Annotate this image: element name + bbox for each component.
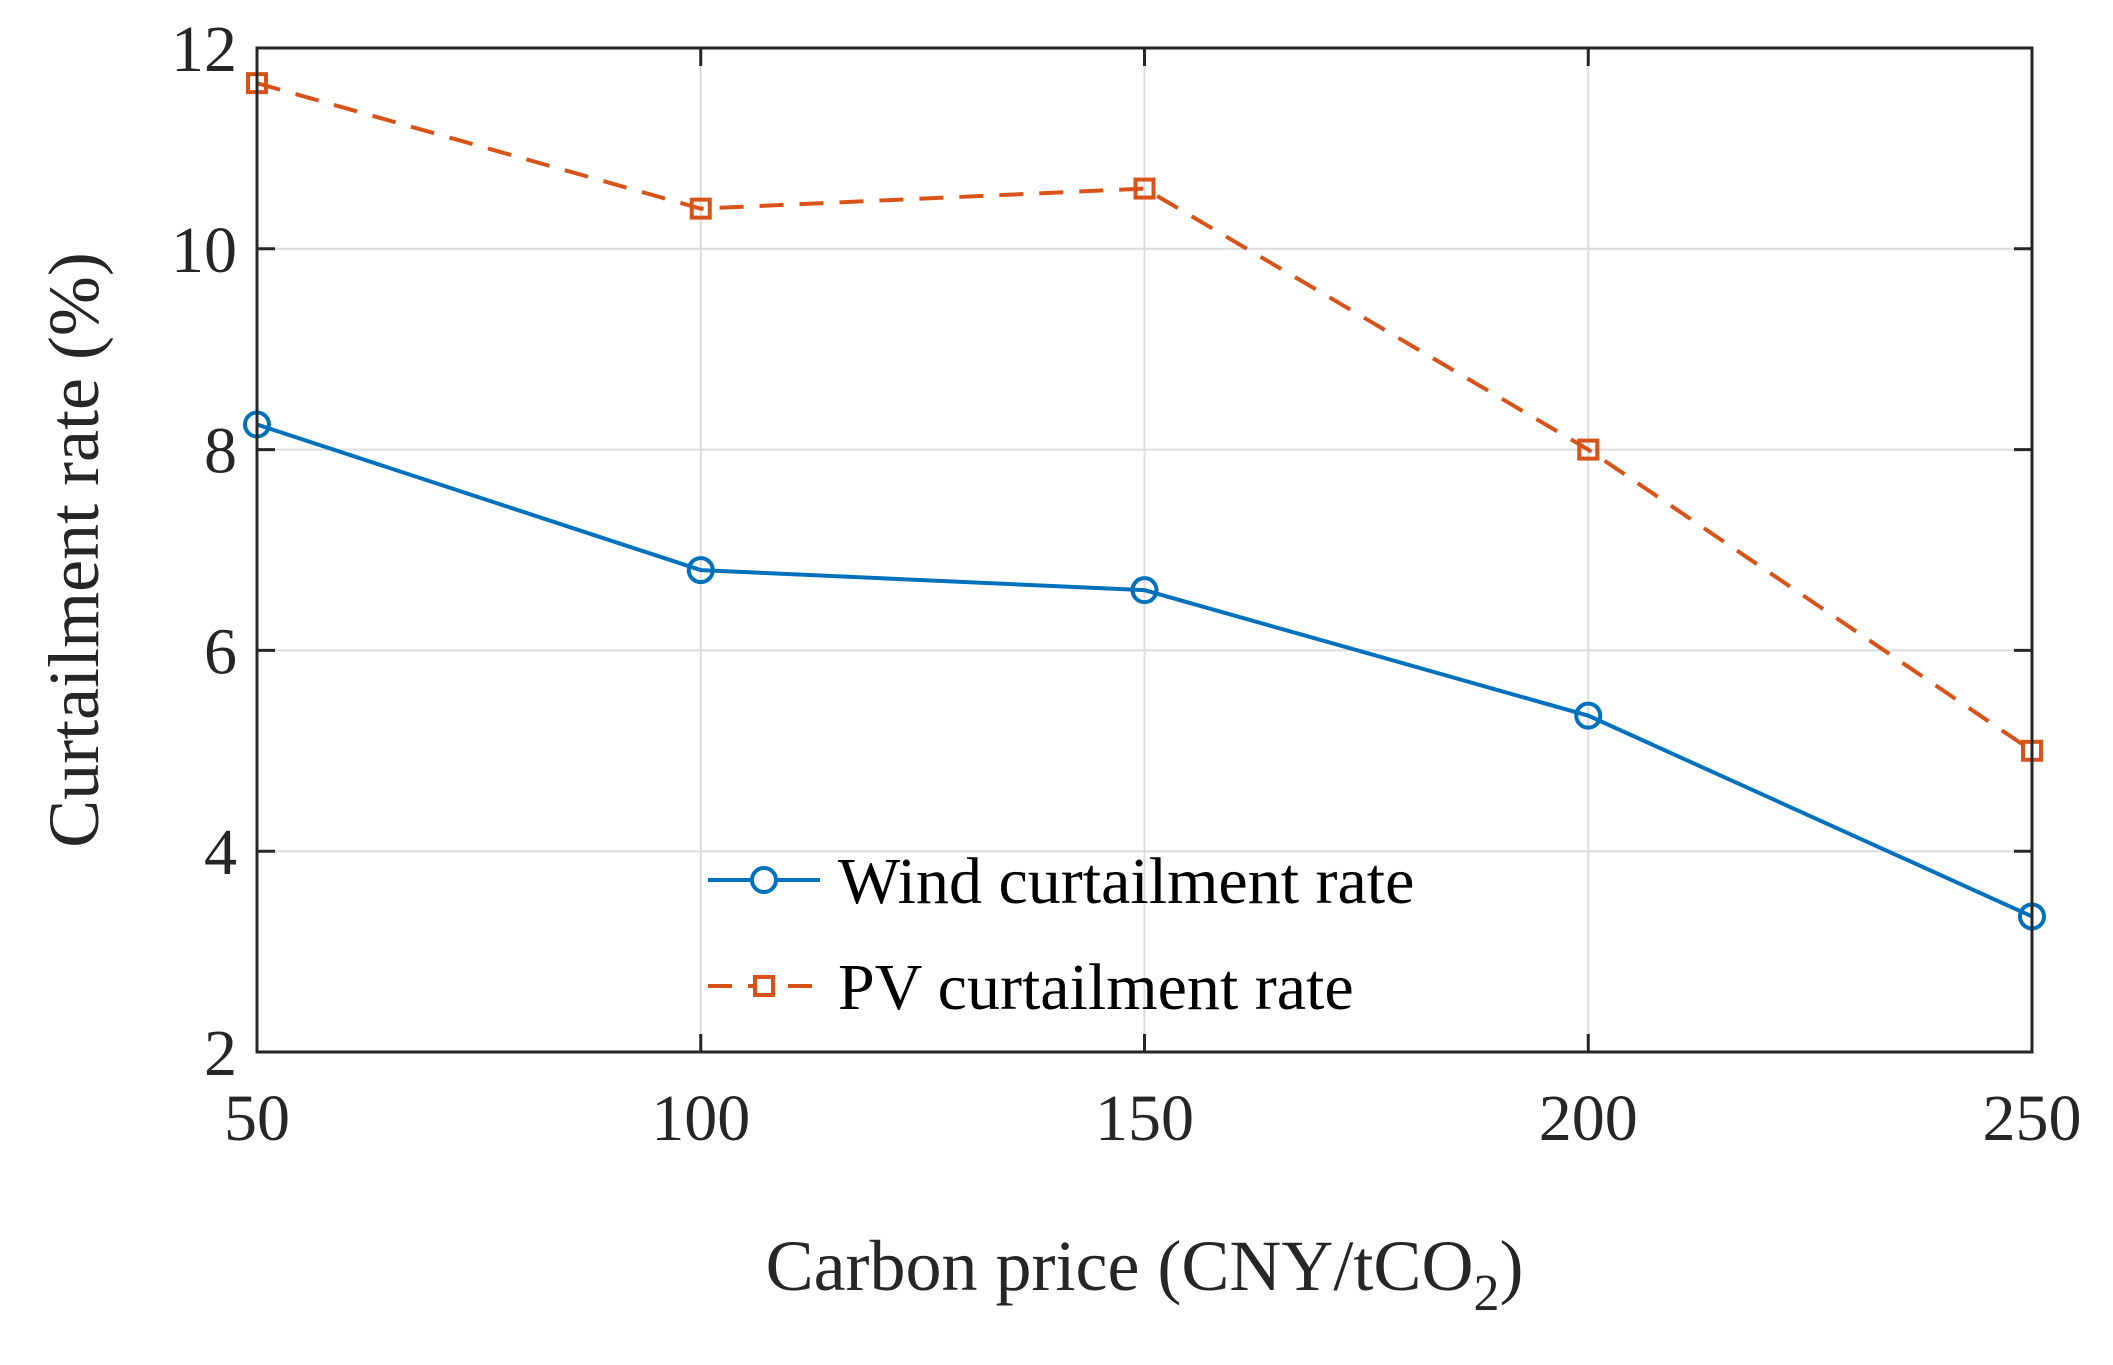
y-tick-label: 2 <box>204 1017 237 1090</box>
data-point <box>1133 177 1156 200</box>
data-point <box>1130 576 1159 605</box>
x-tick-labels: 50 100 150 200 250 <box>224 1082 2082 1155</box>
legend-marker <box>753 975 775 997</box>
legend-label: Wind curtailment rate <box>838 845 1414 918</box>
y-tick-label: 4 <box>204 816 237 889</box>
y-tick-label: 8 <box>204 415 237 488</box>
y-axis-title: Curtailment rate (%) <box>34 252 114 848</box>
data-point <box>686 556 715 585</box>
series-line-0 <box>256 422 2033 919</box>
x-tick-label: 250 <box>1983 1082 2082 1155</box>
x-tick-label: 200 <box>1539 1082 1638 1155</box>
x-axis-title: Carbon price (CNY/tCO2) <box>766 1226 1524 1322</box>
y-tick-label: 12 <box>171 13 237 86</box>
x-axis-title-suffix: ) <box>1499 1226 1523 1306</box>
data-point <box>1574 701 1603 730</box>
legend-label: PV curtailment rate <box>838 951 1354 1024</box>
y-tick-label: 10 <box>171 214 237 287</box>
legend: Wind curtailment rate PV curtailment rate <box>708 845 1414 1024</box>
y-tick-label: 6 <box>204 615 237 688</box>
y-tick-labels: 2 4 6 8 10 12 <box>171 13 237 1090</box>
x-tick-label: 50 <box>224 1082 290 1155</box>
data-point <box>1577 438 1600 461</box>
legend-marker <box>750 866 778 894</box>
x-tick-label: 100 <box>651 1082 750 1155</box>
x-axis-title-subscript: 2 <box>1473 1265 1499 1322</box>
data-point <box>689 197 712 220</box>
plot-frame <box>255 46 2034 1054</box>
x-axis-title-main: Carbon price (CNY/tCO <box>766 1226 1474 1306</box>
x-tick-label: 150 <box>1095 1082 1194 1155</box>
